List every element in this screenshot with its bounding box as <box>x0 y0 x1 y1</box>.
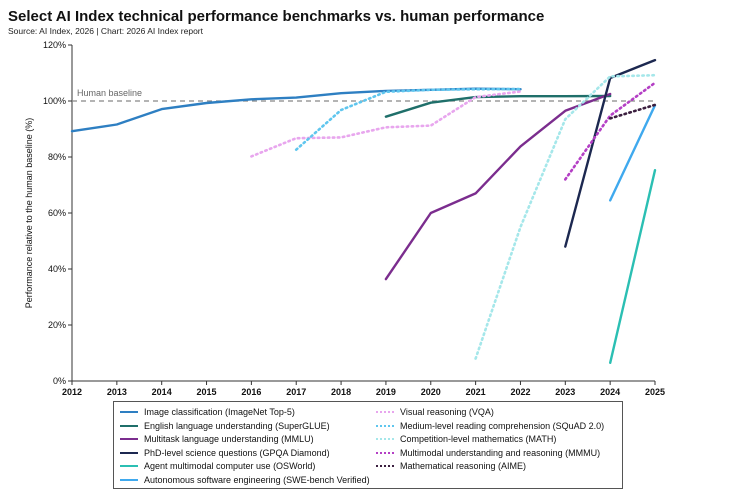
y-tick-label: 80% <box>48 152 66 162</box>
human-baseline-label: Human baseline <box>77 88 142 98</box>
y-tick-label: 0% <box>53 376 66 386</box>
series-line-7 <box>250 90 522 158</box>
x-tick-label: 2016 <box>241 387 261 397</box>
legend-swatch <box>376 465 394 467</box>
x-tick-label: 2018 <box>331 387 351 397</box>
legend-item: Medium-level reading comprehension (SQuA… <box>376 421 604 431</box>
series-line-10 <box>563 81 657 181</box>
legend-swatch <box>376 451 394 454</box>
chart-legend: Image classification (ImageNet Top-5) Eng… <box>113 401 623 489</box>
series-line-5 <box>609 168 657 364</box>
legend-swatch <box>120 465 138 467</box>
x-tick-label: 2015 <box>197 387 217 397</box>
legend-swatch <box>376 424 394 427</box>
chart-title: Select AI Index technical performance be… <box>8 8 545 25</box>
legend-swatch <box>376 411 394 413</box>
legend-item: Visual reasoning (VQA) <box>376 407 494 417</box>
legend-label: PhD-level science questions (GPQA Diamon… <box>144 447 330 458</box>
legend-swatch <box>120 424 138 427</box>
chart-subtitle: Source: AI Index, 2026 | Chart: 2026 AI … <box>8 26 203 36</box>
line-chart: 0% 20% 40% 60% 80% 100% 120% 2012 2013 2014 2015 20… <box>24 40 665 397</box>
legend-label: Agent multimodal computer use (OSWorld) <box>144 461 316 471</box>
series-line-8 <box>294 87 522 151</box>
legend-label: Image classification (ImageNet Top-5) <box>144 407 295 417</box>
y-tick-label: 120% <box>43 40 66 50</box>
y-axis-label: Performance relative to the human baseli… <box>24 118 34 309</box>
legend-swatch <box>376 438 394 440</box>
x-tick-label: 2025 <box>645 387 665 397</box>
x-tick-label: 2021 <box>466 387 486 397</box>
x-tick-label: 2020 <box>421 387 441 397</box>
legend-item: Multimodal understanding and reasoning (… <box>376 448 600 458</box>
series-line-1 <box>70 87 522 133</box>
series-line-11 <box>608 103 657 120</box>
x-tick-label: 2014 <box>152 387 172 397</box>
y-tick-label: 40% <box>48 264 66 274</box>
x-tick-label: 2023 <box>555 387 575 397</box>
y-tick-label: 20% <box>48 320 66 330</box>
legend-item: Agent multimodal computer use (OSWorld) <box>120 461 315 471</box>
x-tick-label: 2013 <box>107 387 127 397</box>
legend-label: Multitask language understanding (MMLU) <box>144 434 314 444</box>
legend-label: Medium-level reading comprehension (SQuA… <box>400 420 605 431</box>
legend-label: Mathematical reasoning (AIME) <box>400 461 527 471</box>
x-tick-label: 2019 <box>376 387 396 397</box>
legend-item: Competition-level mathematics (MATH) <box>376 434 556 444</box>
legend-label: Autonomous software engineering (SWE-ben… <box>144 474 370 485</box>
legend-item: Mathematical reasoning (AIME) <box>376 461 526 471</box>
series-line-4 <box>564 58 657 248</box>
legend-item: English language understanding (SuperGLU… <box>120 421 330 431</box>
legend-swatch <box>120 411 138 413</box>
legend-label: Competition-level mathematics (MATH) <box>400 434 557 444</box>
y-tick-label: 60% <box>48 208 66 218</box>
series-line-9 <box>474 73 657 360</box>
legend-swatch <box>120 478 138 481</box>
legend-label: English language understanding (SuperGLU… <box>144 420 330 431</box>
legend-item: Autonomous software engineering (SWE-ben… <box>120 475 370 485</box>
x-tick-label: 2012 <box>62 387 82 397</box>
legend-label: Visual reasoning (VQA) <box>400 407 494 417</box>
legend-swatch <box>120 451 138 454</box>
x-tick-label: 2022 <box>510 387 530 397</box>
legend-item: PhD-level science questions (GPQA Diamon… <box>120 448 330 458</box>
series-line-2 <box>384 94 612 118</box>
y-tick-label: 100% <box>43 96 66 106</box>
legend-item: Multitask language understanding (MMLU) <box>120 434 314 444</box>
legend-swatch <box>120 438 138 440</box>
legend-item: Image classification (ImageNet Top-5) <box>120 407 295 417</box>
series-line-6 <box>609 103 657 202</box>
x-tick-label: 2024 <box>600 387 620 397</box>
x-tick-label: 2017 <box>286 387 306 397</box>
legend-label: Multimodal understanding and reasoning (… <box>400 447 601 458</box>
series-line-3 <box>384 92 612 281</box>
